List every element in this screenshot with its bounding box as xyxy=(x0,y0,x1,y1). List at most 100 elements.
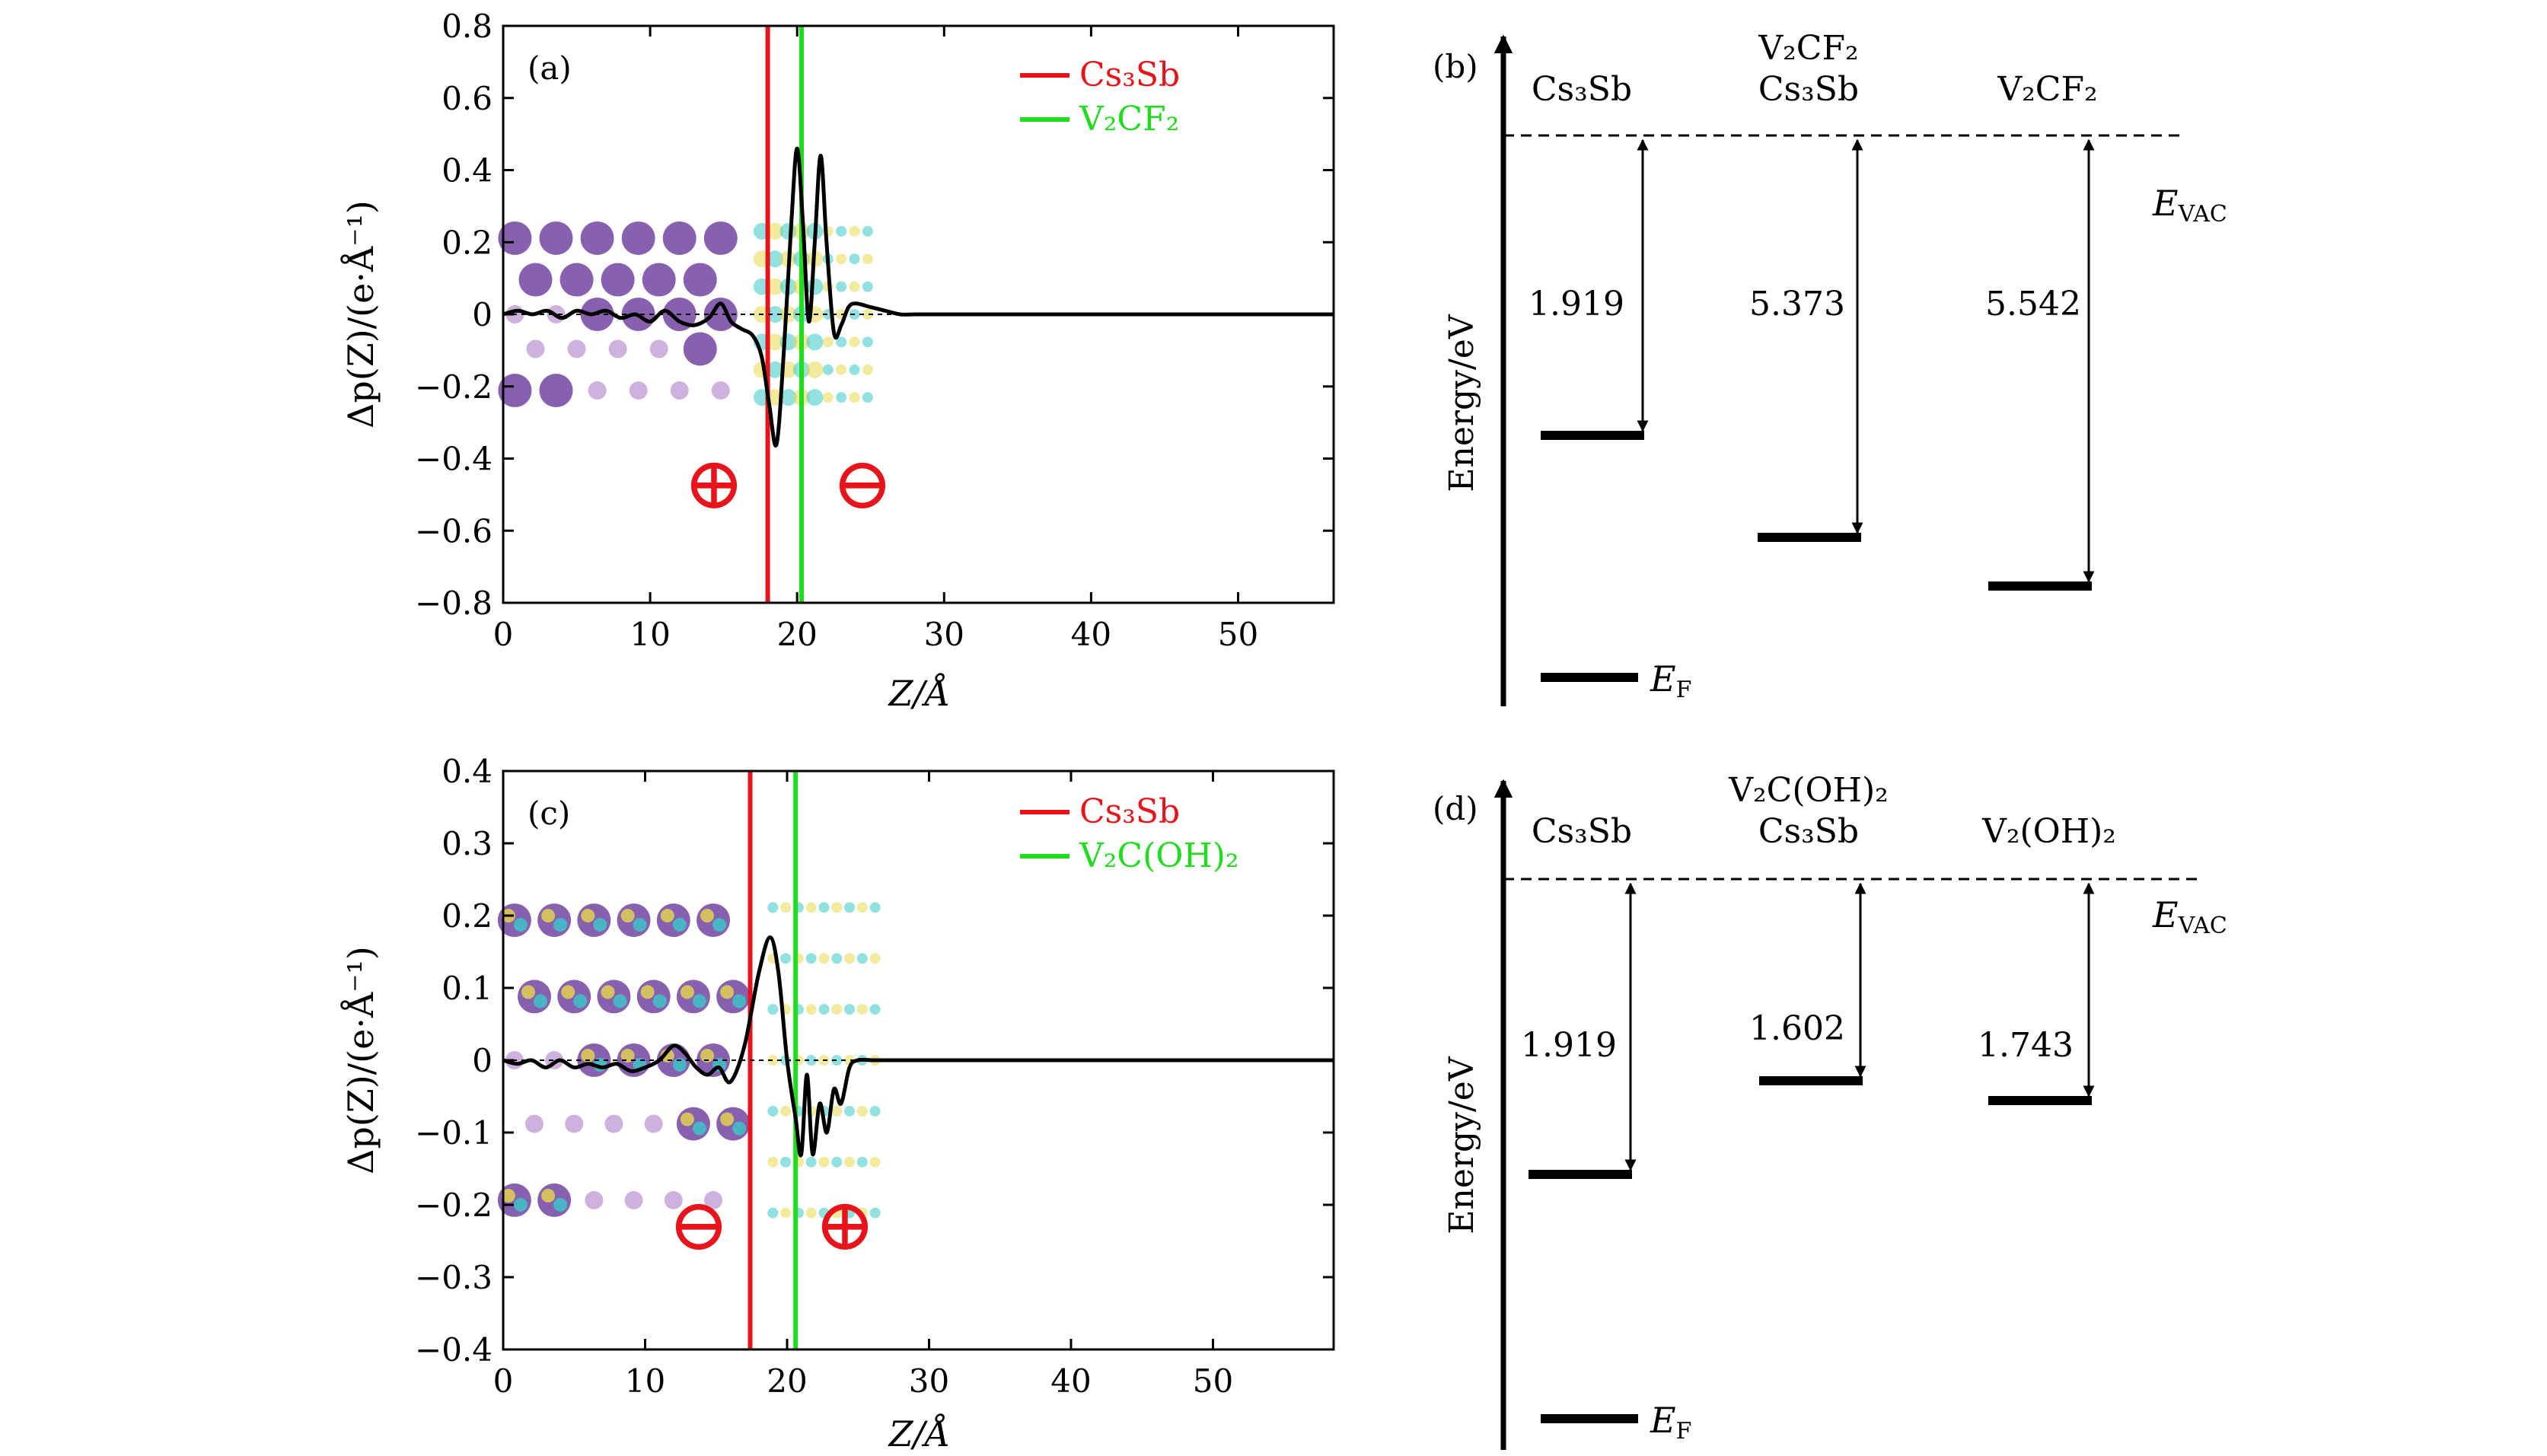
charge-lobe xyxy=(844,953,856,964)
column-label-b-2a: V₂CF₂ xyxy=(1758,29,1858,68)
charge-lobe xyxy=(856,953,868,964)
charge-lobe xyxy=(700,909,715,923)
charge-lobe xyxy=(780,1105,792,1117)
panel-label-d: (d) xyxy=(1433,790,1478,827)
atom-marker xyxy=(518,980,552,1014)
sign-negative-a: ⊖ xyxy=(832,441,893,526)
charge-lobe xyxy=(553,918,568,932)
charge-lobe xyxy=(780,953,792,964)
y-axis-label-c: Δp(Z)/(e·Å⁻¹) xyxy=(339,946,381,1174)
y-tick-label: 0.1 xyxy=(442,970,493,1007)
value-label-d-1: 1.919 xyxy=(1521,1026,1617,1065)
panel-label-c: (c) xyxy=(528,795,570,832)
panel-b-diagram: Energy/eV (b) Cs₃Sb V₂CF₂ Cs₃Sb V₂CF₂ EV… xyxy=(1433,29,2227,706)
y-tick-label: −0.4 xyxy=(415,441,493,478)
charge-lobe xyxy=(849,281,860,292)
charge-lobe xyxy=(581,1049,595,1063)
charge-lobe xyxy=(767,1055,779,1066)
legend-label-a-2: V₂CF₂ xyxy=(1079,100,1179,139)
charge-lobe xyxy=(822,392,834,403)
charge-lobe xyxy=(805,1055,817,1066)
x-tick-label: 0 xyxy=(493,616,514,653)
sign-positive-a: ⊕ xyxy=(684,441,744,526)
charge-lobe xyxy=(501,1188,515,1203)
charge-lobe xyxy=(836,281,847,292)
atom-marker xyxy=(559,263,594,297)
atom-marker xyxy=(644,1114,663,1133)
charge-lobe xyxy=(779,389,797,406)
value-label-b-3: 5.542 xyxy=(1985,285,2081,323)
charge-lobe xyxy=(732,1121,747,1136)
value-label-b-1: 1.919 xyxy=(1529,285,1624,323)
atom-marker xyxy=(526,339,545,358)
atom-marker xyxy=(676,980,710,1014)
charge-lobe xyxy=(767,278,784,295)
atom-marker xyxy=(588,381,607,400)
charge-lobe xyxy=(620,909,635,923)
charge-lobe xyxy=(856,1156,868,1168)
charge-lobe xyxy=(521,985,536,999)
column-label-b-2b: Cs₃Sb xyxy=(1758,70,1859,109)
sign-negative-c: ⊖ xyxy=(668,1182,729,1267)
charge-lobe xyxy=(849,392,860,403)
x-tick-labels-c: 0 10 20 30 40 50 xyxy=(493,771,1233,1400)
charge-lobe xyxy=(831,953,843,964)
charge-lobe xyxy=(836,392,847,403)
charge-lobe xyxy=(818,953,830,964)
x-tick-label: 20 xyxy=(767,1362,807,1400)
atom-marker xyxy=(601,263,635,297)
charge-lobe xyxy=(856,902,868,913)
charge-lobe xyxy=(869,902,881,913)
y-tick-labels-a: −0.8 −0.6 −0.4 −0.2 0 0.2 0.4 0.6 0.8 xyxy=(415,8,1334,622)
charge-lobe xyxy=(862,309,873,320)
charge-lobe xyxy=(862,364,873,375)
charge-lobe xyxy=(844,1156,856,1168)
interface-lines-a xyxy=(765,26,804,603)
panel-label-b: (b) xyxy=(1433,48,1478,85)
charge-lobe xyxy=(541,1188,556,1203)
charge-lobe xyxy=(692,1121,706,1136)
x-tick-label: 30 xyxy=(924,616,964,653)
charge-lobe xyxy=(836,253,847,265)
charge-lobe xyxy=(836,336,847,348)
atom-marker xyxy=(624,1190,643,1209)
x-tick-labels-a: 0 10 20 30 40 50 xyxy=(493,26,1258,653)
charge-lobe xyxy=(601,985,615,999)
atom-marker xyxy=(498,374,532,408)
atom-marker xyxy=(636,980,671,1014)
atom-marker xyxy=(565,1114,584,1133)
charge-lobe xyxy=(836,364,847,375)
y-axis-label-a: Δp(Z)/(e·Å⁻¹) xyxy=(339,200,381,429)
column-label-d-3: V₂(OH)₂ xyxy=(1981,812,2116,851)
charge-lobe xyxy=(805,953,817,964)
charge-lobe xyxy=(692,994,706,1008)
value-label-d-2: 1.602 xyxy=(1749,1009,1845,1048)
y-axis-label-b: Energy/eV xyxy=(1442,314,1481,492)
charge-lobe xyxy=(862,392,873,403)
atom-marker xyxy=(617,903,651,938)
charge-lobe xyxy=(767,333,784,351)
atom-marker xyxy=(662,221,697,255)
charge-lobe xyxy=(767,250,784,268)
charge-lobe xyxy=(534,994,548,1008)
y-tick-label: 0 xyxy=(472,1042,493,1079)
legend-label-a-1: Cs₃Sb xyxy=(1079,56,1180,94)
charge-lobe xyxy=(806,361,824,378)
y-tick-labels-c: −0.4 −0.3 −0.2 −0.1 0 0.1 0.2 0.3 0.4 xyxy=(415,753,1334,1368)
charge-lobe xyxy=(822,336,834,348)
sign-positive-c: ⊕ xyxy=(814,1182,875,1267)
atom-marker xyxy=(577,903,611,938)
column-label-b-1: Cs₃Sb xyxy=(1532,70,1632,109)
charge-lobe xyxy=(862,225,873,237)
charge-lobe xyxy=(805,1156,817,1168)
charge-lobe xyxy=(869,1156,881,1168)
charge-lobe xyxy=(680,985,694,999)
atom-marker xyxy=(676,1107,710,1141)
y-tick-label: 0.4 xyxy=(442,753,493,790)
y-tick-label: −0.1 xyxy=(415,1114,493,1152)
column-label-d-1: Cs₃Sb xyxy=(1532,812,1632,851)
column-label-d-2a: V₂C(OH)₂ xyxy=(1728,771,1889,810)
atom-marker xyxy=(683,263,717,297)
charge-lobe xyxy=(869,1004,881,1015)
charge-lobe xyxy=(818,902,830,913)
